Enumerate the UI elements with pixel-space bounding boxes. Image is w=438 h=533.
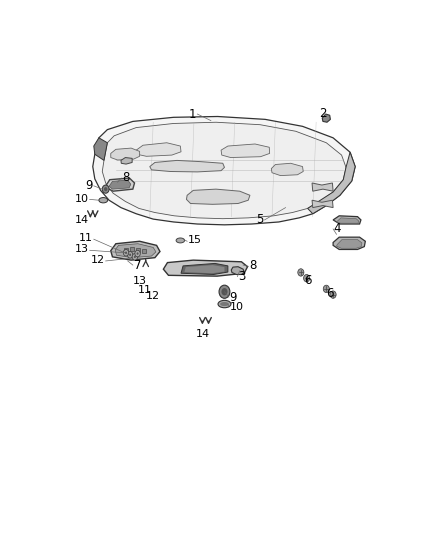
Polygon shape xyxy=(111,241,160,260)
Polygon shape xyxy=(187,189,250,204)
Circle shape xyxy=(124,249,129,256)
Polygon shape xyxy=(333,216,361,224)
Text: 10: 10 xyxy=(75,193,88,204)
Polygon shape xyxy=(102,122,346,219)
Polygon shape xyxy=(312,200,333,207)
Polygon shape xyxy=(105,178,134,191)
Circle shape xyxy=(219,285,230,298)
Text: 1: 1 xyxy=(188,108,196,120)
Ellipse shape xyxy=(218,301,231,308)
Polygon shape xyxy=(94,138,107,160)
Text: 8: 8 xyxy=(249,260,256,272)
Circle shape xyxy=(104,187,107,191)
Polygon shape xyxy=(163,260,247,276)
Polygon shape xyxy=(336,218,359,223)
Circle shape xyxy=(127,252,133,258)
Text: 14: 14 xyxy=(74,215,88,225)
Polygon shape xyxy=(93,117,355,225)
Text: 2: 2 xyxy=(319,107,327,120)
Circle shape xyxy=(330,291,336,298)
Circle shape xyxy=(137,252,138,255)
Text: 7: 7 xyxy=(134,259,141,271)
Polygon shape xyxy=(136,143,181,156)
Text: 9: 9 xyxy=(85,179,93,191)
Polygon shape xyxy=(333,237,365,249)
Polygon shape xyxy=(336,240,362,248)
Circle shape xyxy=(222,288,227,295)
Circle shape xyxy=(135,251,140,257)
Text: 6: 6 xyxy=(326,287,334,300)
Circle shape xyxy=(125,252,127,254)
Ellipse shape xyxy=(176,238,184,243)
Polygon shape xyxy=(312,183,333,191)
Text: 8: 8 xyxy=(122,171,129,184)
Text: 13: 13 xyxy=(75,245,88,254)
Text: 12: 12 xyxy=(146,291,160,301)
Polygon shape xyxy=(221,144,270,158)
Text: 13: 13 xyxy=(133,276,147,286)
Circle shape xyxy=(134,256,136,258)
Text: 12: 12 xyxy=(91,255,105,265)
Text: 4: 4 xyxy=(334,222,341,236)
Circle shape xyxy=(132,254,138,260)
Text: 6: 6 xyxy=(304,274,312,287)
Text: 10: 10 xyxy=(230,302,244,312)
Text: 14: 14 xyxy=(195,329,209,338)
Polygon shape xyxy=(231,266,244,274)
Circle shape xyxy=(323,285,329,293)
Polygon shape xyxy=(322,114,330,122)
Circle shape xyxy=(298,269,304,276)
Circle shape xyxy=(102,185,109,193)
Ellipse shape xyxy=(99,198,108,203)
Polygon shape xyxy=(307,152,355,214)
Bar xyxy=(124,248,128,252)
Bar xyxy=(142,249,146,253)
Text: 11: 11 xyxy=(79,233,93,244)
Text: 5: 5 xyxy=(256,213,264,225)
Polygon shape xyxy=(115,244,156,257)
Text: 15: 15 xyxy=(188,236,202,245)
Bar xyxy=(136,248,140,252)
Polygon shape xyxy=(271,163,303,175)
Text: 11: 11 xyxy=(138,285,152,295)
Ellipse shape xyxy=(220,302,229,306)
Bar xyxy=(130,247,134,251)
Polygon shape xyxy=(121,158,132,164)
Polygon shape xyxy=(109,180,131,189)
Text: 9: 9 xyxy=(230,290,237,304)
Circle shape xyxy=(304,274,310,282)
Circle shape xyxy=(129,254,131,256)
Polygon shape xyxy=(181,263,228,274)
Polygon shape xyxy=(184,265,224,273)
Text: 3: 3 xyxy=(238,270,245,283)
Polygon shape xyxy=(150,160,224,172)
Polygon shape xyxy=(111,148,140,160)
